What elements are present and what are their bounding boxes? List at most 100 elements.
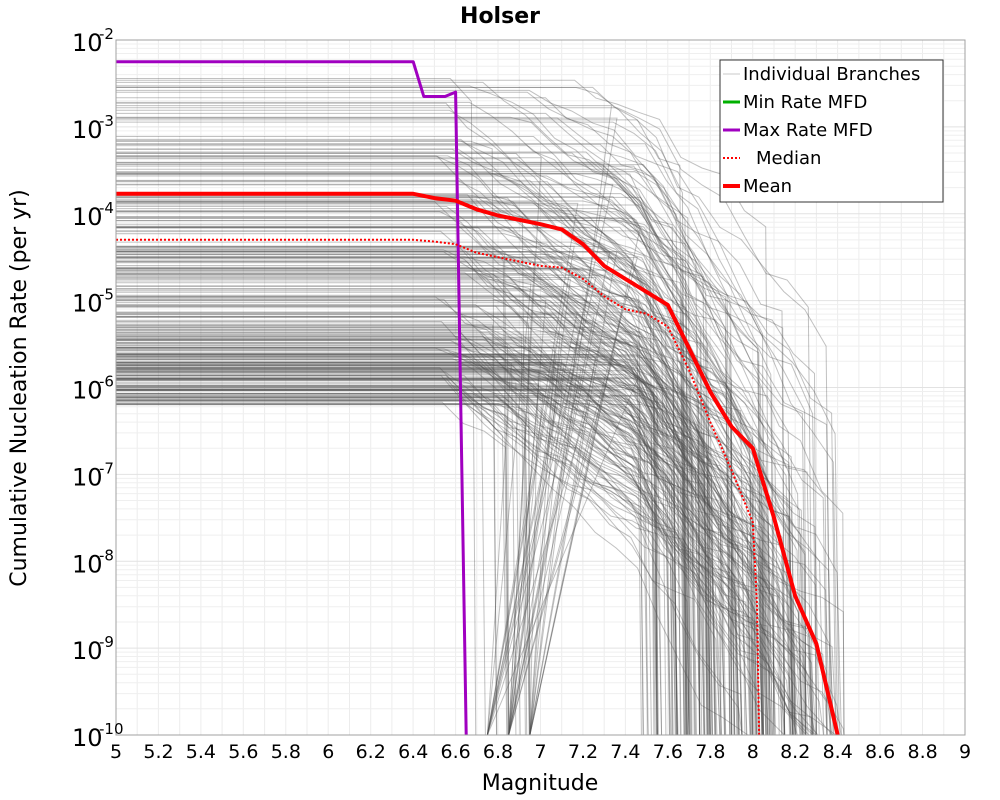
branch-line: [116, 399, 754, 736]
branch-line: [116, 379, 813, 736]
branch-line: [116, 321, 723, 736]
branch-line: [116, 328, 740, 736]
branch-line: [116, 143, 690, 736]
branch-line: [116, 327, 705, 736]
x-tick-label: 5.2: [143, 741, 173, 763]
branch-line: [116, 299, 510, 736]
branch-line: [116, 180, 528, 736]
branch-line: [116, 251, 618, 736]
branch-line: [116, 230, 700, 736]
branch-line: [116, 338, 775, 736]
branch-line: [116, 300, 767, 736]
branch-line: [116, 164, 775, 736]
legend-label: Individual Branches: [743, 64, 920, 85]
y-tick-base: 10: [72, 637, 103, 665]
branch-line: [116, 294, 709, 736]
branch-line: [116, 277, 768, 736]
branch-line: [116, 316, 697, 736]
branch-line: [116, 316, 733, 736]
branch-line: [116, 332, 834, 736]
branch-line: [116, 362, 757, 736]
branch-line: [116, 313, 578, 736]
branch-line: [116, 356, 824, 736]
branch-line: [116, 305, 624, 736]
branch-line: [116, 324, 773, 736]
branch-line: [116, 365, 678, 736]
branch-line: [116, 374, 842, 736]
branch-line: [116, 350, 814, 736]
branch-line: [116, 378, 764, 736]
branch-line: [116, 370, 804, 736]
branch-line: [116, 388, 578, 736]
branch-line: [116, 314, 595, 736]
y-axis-label: Cumulative Nucleation Rate (per yr): [7, 189, 32, 587]
branch-line: [116, 262, 678, 736]
branch-line: [116, 255, 786, 736]
branch-line: [116, 286, 755, 736]
branch-line: [116, 295, 696, 736]
branch-line: [116, 199, 842, 736]
x-tick-label: 7.8: [695, 741, 725, 763]
branch-line: [116, 344, 803, 736]
branch-line: [116, 347, 556, 736]
branch-line: [116, 363, 566, 736]
branch-line: [116, 361, 658, 736]
branch-line: [116, 109, 794, 736]
branch-line: [116, 183, 614, 736]
branch-line: [116, 251, 611, 736]
branch-line: [116, 384, 727, 736]
branch-line: [116, 202, 667, 736]
grid: [115, 40, 966, 736]
branch-line: [116, 366, 743, 736]
branch-line: [116, 404, 679, 736]
branch-line: [116, 162, 731, 736]
series-line-median: [116, 238, 761, 736]
branch-line: [116, 261, 833, 736]
branch-line: [116, 223, 801, 736]
branch-line: [116, 251, 682, 736]
branch-line: [116, 342, 740, 736]
x-tick-label: 8.8: [907, 741, 937, 763]
x-tick-label: 5.4: [186, 741, 216, 763]
branch-line: [116, 397, 810, 736]
branch-line: [116, 355, 557, 736]
x-tick-label: 8.4: [823, 741, 853, 763]
branch-line: [116, 173, 708, 736]
y-tick-exponent: -2: [99, 25, 114, 43]
x-tick-label: 6.6: [440, 741, 470, 763]
branch-line: [116, 354, 769, 736]
branch-line: [116, 260, 791, 736]
branch-line: [116, 332, 678, 736]
branch-line: [116, 352, 486, 736]
branch-line: [116, 290, 716, 736]
x-axis-ticks: 5 5.2 5.4 5.6 5.8 6 6.2 6.4 6.6 6.8 7 7.2 7.4 7.6 7.8 8…: [110, 741, 971, 763]
branch-line: [116, 395, 687, 736]
branch-line: [116, 296, 725, 736]
branch-line: [116, 336, 561, 736]
branch-line: [116, 245, 796, 736]
branch-line: [116, 305, 658, 736]
branch-line: [116, 206, 770, 736]
branch-line: [116, 282, 532, 736]
branch-line: [116, 211, 713, 736]
branch-line: [116, 377, 751, 736]
branch-line: [116, 396, 796, 736]
branch-line: [116, 358, 649, 736]
branch-line: [116, 254, 658, 736]
branch-line: [116, 267, 767, 736]
branch-line: [116, 253, 510, 736]
branch-line: [116, 368, 512, 736]
y-tick-label: 10-8: [72, 546, 114, 578]
branch-line: [116, 383, 540, 736]
branch-line: [116, 367, 786, 736]
branch-line: [116, 173, 677, 736]
branch-line: [116, 257, 638, 736]
branch-line: [116, 168, 701, 736]
branch-line: [116, 151, 655, 736]
y-tick-label: 10-4: [72, 199, 114, 231]
branch-line: [116, 280, 713, 736]
branch-line: [116, 397, 748, 736]
branch-line: [116, 165, 681, 736]
branch-line: [116, 144, 764, 736]
